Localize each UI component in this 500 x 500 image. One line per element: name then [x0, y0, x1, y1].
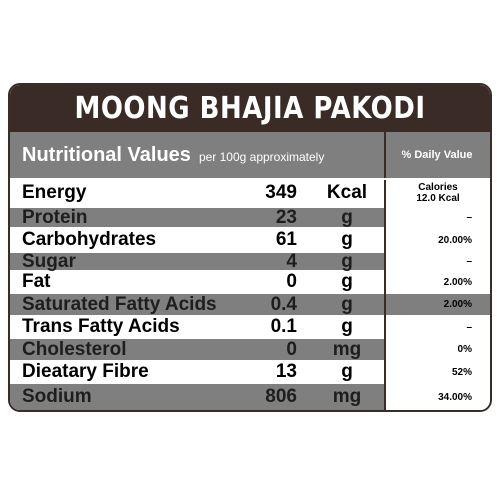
nutrient-value: 13: [275, 361, 297, 382]
nutrient-row-protein: Protein 23 g –: [10, 206, 490, 228]
nutrient-name: Saturated Fatty Acids: [22, 293, 217, 315]
nutrient-row-trans-fatty-acids: Trans Fatty Acids 0.1 g –: [10, 315, 490, 339]
daily-value: –: [466, 321, 472, 333]
nutrient-name: Sodium: [22, 386, 92, 407]
nutrient-row-sugar: Sugar 4 g –: [10, 250, 490, 272]
nutrient-name: Trans Fatty Acids: [22, 316, 180, 337]
nutrient-row-cholesterol: Cholesterol 0 mg 0%: [10, 339, 490, 360]
nutrient-unit: g: [341, 361, 353, 382]
nutrient-value: 349: [265, 182, 297, 203]
nutrient-unit: g: [341, 229, 353, 250]
daily-value: 0%: [457, 344, 472, 355]
daily-value: 20.00%: [438, 234, 472, 246]
nutrient-unit: Kcal: [326, 182, 368, 203]
nutrient-unit: g: [341, 316, 353, 337]
nutrient-value: 61: [275, 229, 297, 250]
nutrient-name: Cholesterol: [22, 338, 127, 360]
nutrient-unit: g: [341, 293, 353, 315]
daily-value: –: [466, 256, 472, 267]
header-daily-value: % Daily Value: [401, 149, 473, 161]
nutrient-value: 0: [286, 338, 297, 360]
daily-value: –: [466, 212, 472, 223]
nutrient-row-energy: Energy 349 Kcal Calories 12.0 Kcal: [10, 178, 490, 208]
nutrient-unit: g: [341, 206, 353, 228]
nutrient-name: Protein: [22, 206, 88, 228]
header-nutritional-values: Nutritional Values: [22, 143, 191, 166]
nutrient-row-sodium: Sodium 806 mg 34.00%: [10, 384, 490, 410]
daily-value: 52%: [451, 366, 472, 378]
nutrient-unit: g: [341, 271, 353, 292]
nutrient-row-fat: Fat 0 g 2.00%: [10, 270, 490, 294]
nutrient-value: 0.4: [270, 293, 297, 315]
nutrient-unit: g: [341, 250, 353, 272]
nutrition-label: MOONG BHAJIA PAKODI Nutritional Values p…: [8, 83, 492, 412]
header-per-100g: per 100g approximately: [198, 150, 325, 164]
daily-value-line2: 12.0 Kcal: [416, 193, 460, 204]
header-left: Nutritional Values per 100g approximatel…: [22, 132, 324, 178]
daily-value: 34.00%: [438, 391, 472, 403]
nutrient-row-dieatary-fibre: Dieatary Fibre 13 g 52%: [10, 360, 490, 384]
nutrient-name: Carbohydrates: [22, 229, 157, 250]
daily-value: 2.00%: [443, 276, 472, 288]
nutrient-value: 0.1: [270, 316, 297, 337]
daily-value: 2.00%: [443, 299, 472, 310]
nutrient-unit: mg: [332, 386, 362, 407]
product-title: MOONG BHAJIA PAKODI: [74, 91, 426, 126]
nutrient-value: 806: [265, 386, 297, 407]
nutrient-row-saturated-fatty-acids: Saturated Fatty Acids 0.4 g 2.00%: [10, 294, 490, 315]
nutrient-name: Dieatary Fibre: [22, 361, 149, 382]
nutrient-unit: mg: [332, 338, 362, 360]
nutrient-value: 23: [275, 206, 297, 228]
nutrient-name: Energy: [22, 182, 87, 203]
nutrient-row-carbohydrates: Carbohydrates 61 g 20.00%: [10, 227, 490, 253]
nutrient-value: 4: [286, 250, 297, 272]
header-divider: [10, 178, 490, 180]
daily-value-line1: Calories: [418, 182, 458, 193]
nutrient-name: Sugar: [22, 250, 76, 272]
nutrient-value: 0: [286, 271, 297, 292]
title-bar: MOONG BHAJIA PAKODI: [10, 85, 490, 132]
header-row: Nutritional Values per 100g approximatel…: [10, 132, 490, 178]
column-divider: [384, 132, 386, 410]
nutrient-name: Fat: [22, 271, 51, 292]
daily-value: Calories 12.0 Kcal: [386, 178, 490, 208]
